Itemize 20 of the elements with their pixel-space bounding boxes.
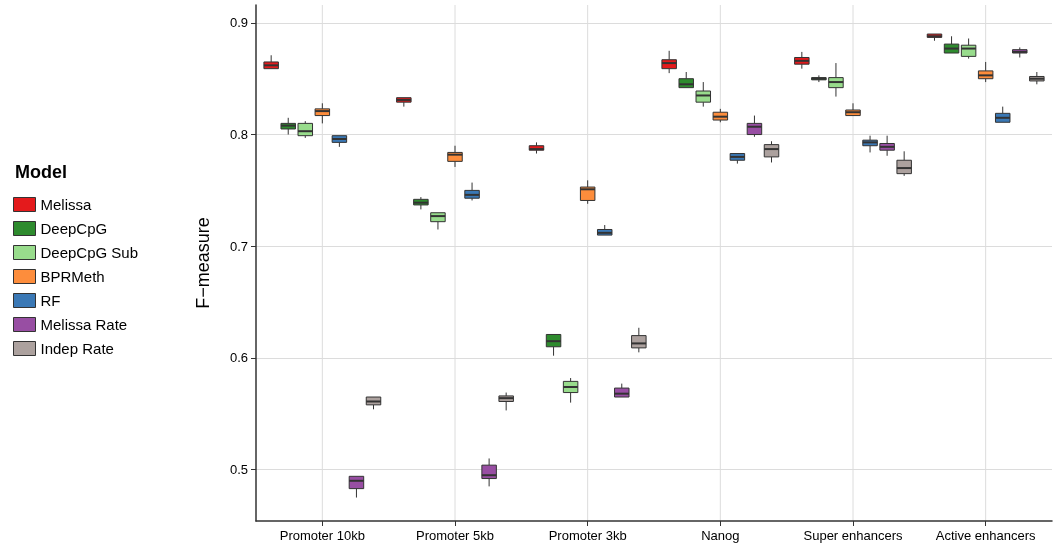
y-tick-label: 0.7 <box>229 238 248 254</box>
x-tick-label: Nanog <box>701 528 740 543</box>
x-tick-label: Promoter 3kb <box>548 528 627 543</box>
y-tick-label: 0.8 <box>229 127 248 143</box>
y-axis-title: F−measure <box>193 217 213 309</box>
legend-label: Melissa Rate <box>40 316 128 333</box>
y-tick-label: 0.9 <box>229 15 248 31</box>
y-tick-label: 0.6 <box>229 350 248 366</box>
y-tick-label: 0.5 <box>229 462 248 478</box>
legend-label: DeepCpG <box>40 220 108 237</box>
x-tick-label: Super enhancers <box>803 528 903 543</box>
legend-label: Indep Rate <box>40 340 114 357</box>
legend-title: Model <box>15 162 67 182</box>
x-tick-label: Promoter 10kb <box>279 528 365 543</box>
x-tick-label: Promoter 5kb <box>415 528 495 543</box>
legend-label: BPRMeth <box>40 268 105 285</box>
legend-label: DeepCpG Sub <box>40 244 139 261</box>
legend-label: RF <box>40 292 61 309</box>
x-tick-label: Active enhancers <box>935 528 1037 543</box>
legend-label: Melissa <box>40 196 92 213</box>
